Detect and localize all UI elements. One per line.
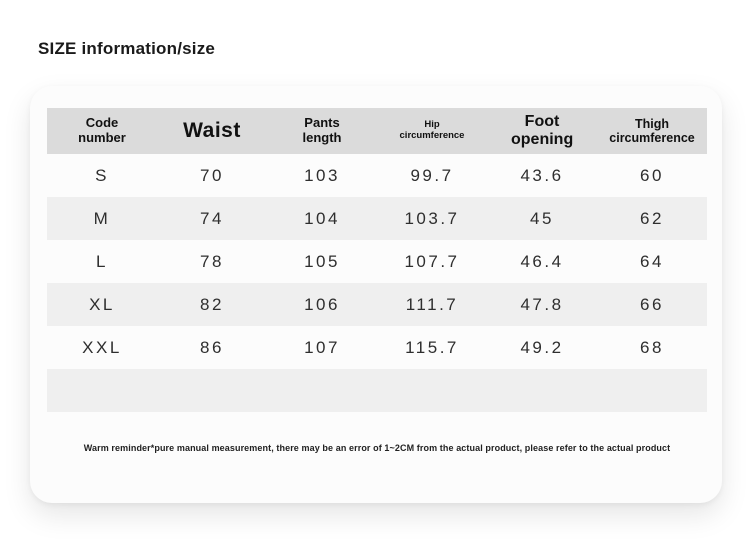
cell-waist: 70 [200,165,224,185]
table-row-xl: XL 82 106 111.7 47.8 66 [47,283,707,326]
page-title: SIZE information/size [38,39,216,58]
cell-foot-opening: 47.8 [520,294,564,314]
table-row-empty [47,369,707,412]
cell-foot-opening: 45 [530,208,554,228]
table-row-xxl: XXL 86 107 115.7 49.2 68 [47,326,707,369]
table-header-row: Code number Waist Pants length Hip circu… [47,108,707,154]
header-cell-foot-opening: Foot opening [511,112,574,148]
table-row-s: S 70 103 99.7 43.6 60 [47,154,707,197]
cell-foot-opening: 49.2 [520,337,564,357]
cell-thigh-circumference: 60 [640,165,664,185]
cell-pants-length: 105 [304,251,340,271]
size-table: Code number Waist Pants length Hip circu… [47,108,707,453]
cell-thigh-circumference: 68 [640,337,664,357]
header-cell-hip-circumference: Hip circumference [399,119,465,141]
cell-code: XXL [82,337,122,357]
header-cell-waist: Waist [183,118,241,142]
cell-thigh-circumference: 62 [640,208,664,228]
cell-foot-opening: 43.6 [520,165,564,185]
cell-pants-length: 104 [304,208,340,228]
cell-hip-circumference: 103.7 [404,208,460,228]
cell-hip-circumference: 99.7 [410,165,454,185]
size-chart-card: Code number Waist Pants length Hip circu… [30,86,722,503]
cell-waist: 78 [200,251,224,271]
cell-waist: 82 [200,294,224,314]
header-cell-thigh-circumference: Thigh circumference [609,116,695,145]
cell-hip-circumference: 115.7 [405,337,459,357]
cell-hip-circumference: 107.7 [404,251,460,271]
cell-pants-length: 103 [304,165,340,185]
cell-code: S [95,165,109,185]
cell-waist: 86 [200,337,224,357]
cell-code: XL [89,294,115,314]
cell-waist: 74 [200,208,224,228]
cell-pants-length: 107 [304,337,340,357]
cell-thigh-circumference: 66 [640,294,664,314]
table-row-l: L 78 105 107.7 46.4 64 [47,240,707,283]
cell-foot-opening: 46.4 [520,251,564,271]
cell-hip-circumference: 111.7 [405,294,459,314]
table-row-m: M 74 104 103.7 45 62 [47,197,707,240]
header-cell-code-number: Code number [78,115,126,145]
measurement-reminder-note: Warm reminder*pure manual measurement, t… [83,443,671,453]
header-cell-pants-length: Pants length [302,115,342,145]
cell-code: M [93,208,111,228]
cell-code: L [96,251,108,271]
cell-thigh-circumference: 64 [640,251,664,271]
cell-pants-length: 106 [304,294,340,314]
